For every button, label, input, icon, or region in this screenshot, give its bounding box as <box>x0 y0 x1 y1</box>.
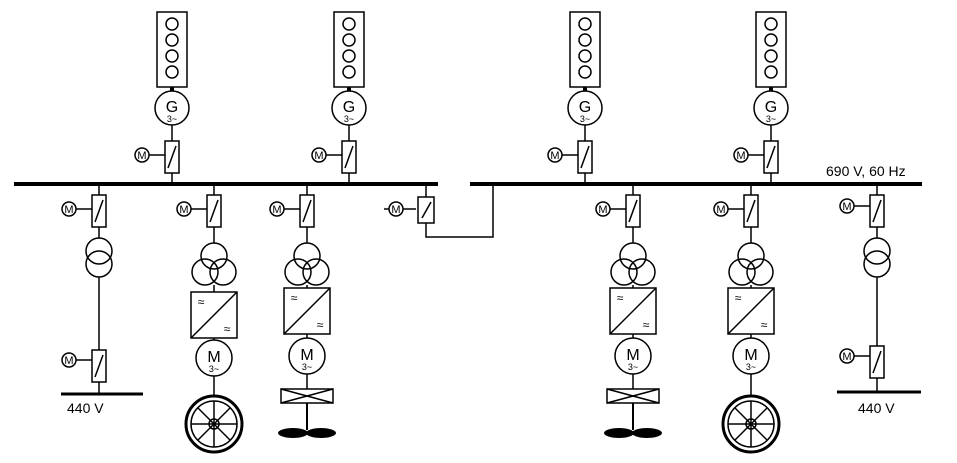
propeller-wheel-icon <box>184 394 244 454</box>
generator-4: G 3~ M <box>733 11 789 184</box>
actuator-label: M <box>842 351 851 363</box>
three-phase-mark: 3~ <box>209 364 219 374</box>
generator-symbol: G <box>166 99 178 116</box>
actuator-label: M <box>598 204 607 216</box>
svg-text:≈: ≈ <box>761 318 768 332</box>
motor-symbol: M <box>626 347 639 364</box>
three-phase-mark: 3~ <box>344 114 354 124</box>
transformer-icon <box>85 237 113 278</box>
bus-voltage-label: 690 V, 60 Hz <box>826 163 906 179</box>
svg-text:≈: ≈ <box>643 318 650 332</box>
transformer-icon <box>610 242 656 286</box>
three-phase-mark: 3~ <box>167 114 177 124</box>
lv-feeder-right: M M <box>837 184 921 394</box>
svg-text:≈: ≈ <box>291 291 298 305</box>
svg-text:≈: ≈ <box>617 291 624 305</box>
propulsion-drive-2: M ≈ ≈ M 3~ <box>269 184 336 438</box>
svg-text:≈: ≈ <box>317 318 324 332</box>
three-phase-mark: 3~ <box>746 362 756 372</box>
lv-bus-label-right: 440 V <box>858 400 895 416</box>
actuator-label: M <box>179 204 188 216</box>
azimuth-thruster-icon <box>278 388 336 438</box>
transformer-icon <box>863 237 891 278</box>
generator-symbol: G <box>765 99 777 116</box>
bus-tie: M <box>384 184 494 238</box>
generator-1: G 3~ M <box>134 11 190 184</box>
frequency-converter-icon: ≈ ≈ <box>609 287 657 335</box>
actuator-label: M <box>272 204 281 216</box>
motor-symbol: M <box>300 347 313 364</box>
three-phase-mark: 3~ <box>302 362 312 372</box>
actuator-label: M <box>736 150 745 162</box>
actuator-label: M <box>550 150 559 162</box>
propulsion-drive-4: M ≈ ≈ M 3~ <box>713 184 781 454</box>
svg-text:≈: ≈ <box>735 291 742 305</box>
frequency-converter-icon: ≈ ≈ <box>727 287 775 335</box>
actuator-label: M <box>64 355 73 367</box>
transformer-icon <box>284 242 330 286</box>
frequency-converter-icon: ≈ ≈ <box>190 291 238 339</box>
generator-symbol: G <box>579 99 591 116</box>
svg-text:M: M <box>391 204 400 216</box>
motor-symbol: M <box>744 347 757 364</box>
svg-text:≈: ≈ <box>198 295 205 309</box>
transformer-icon <box>191 242 237 286</box>
actuator-label: M <box>314 150 323 162</box>
lv-bus-label-left: 440 V <box>67 400 104 416</box>
generator-symbol: G <box>343 99 355 116</box>
three-phase-mark: 3~ <box>580 114 590 124</box>
three-phase-mark: 3~ <box>628 362 638 372</box>
transformer-icon <box>728 242 774 286</box>
actuator-label: M <box>64 204 73 216</box>
actuator-label: M <box>716 204 725 216</box>
lv-feeder-left: M M <box>61 184 143 396</box>
azimuth-thruster-icon <box>604 388 662 438</box>
generator-2: G 3~ M <box>311 11 367 184</box>
propulsion-drive-1: M ≈ ≈ M 3~ <box>176 184 244 454</box>
svg-text:≈: ≈ <box>224 322 231 336</box>
generator-3: G 3~ M <box>547 11 603 184</box>
frequency-converter-icon: ≈ ≈ <box>283 287 331 335</box>
actuator-label: M <box>137 150 146 162</box>
three-phase-mark: 3~ <box>766 114 776 124</box>
actuator-label: M <box>842 201 851 213</box>
motor-symbol: M <box>207 349 220 366</box>
propeller-wheel-icon <box>721 394 781 454</box>
propulsion-drive-3: M ≈ ≈ M 3~ <box>595 184 662 438</box>
